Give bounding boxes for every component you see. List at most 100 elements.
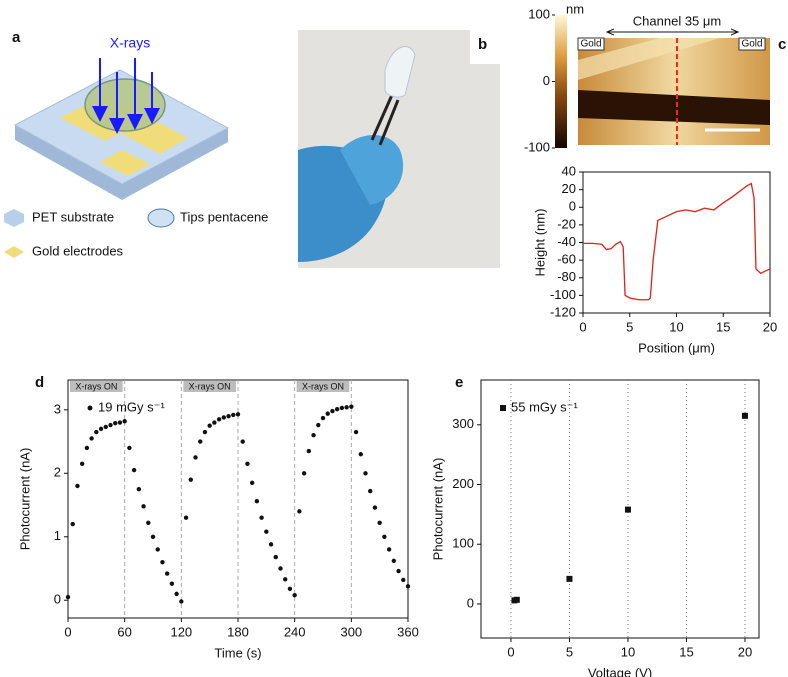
data-point [245, 461, 250, 466]
data-point [79, 461, 85, 466]
colorbar-tick-label: 100 [528, 6, 550, 21]
y-tick-label: -120 [550, 304, 576, 319]
panel-letter: e [455, 374, 463, 391]
legend-marker [87, 405, 93, 411]
data-point [377, 520, 382, 525]
data-point [235, 412, 241, 417]
data-point [401, 577, 406, 583]
data-point [155, 547, 160, 552]
channel-label: Channel 35 μm [633, 13, 721, 28]
legend-icon [4, 209, 24, 227]
y-tick-label: 20 [562, 181, 576, 196]
data-point [273, 554, 278, 560]
y-tick-label: -20 [557, 216, 576, 231]
data-point [330, 408, 335, 414]
data-point [311, 433, 316, 438]
data-point [287, 586, 293, 592]
legend-label: 19 mGy s⁻¹ [98, 399, 165, 414]
plot-frame [480, 379, 760, 639]
data-point [216, 417, 222, 422]
span-label: X-rays ON [302, 381, 344, 391]
y-tick-label: -40 [557, 234, 576, 249]
x-axis-label: Voltage (V) [588, 665, 652, 677]
y-tick-label: 0 [467, 595, 474, 610]
data-point [164, 571, 170, 576]
data-point [344, 405, 349, 410]
y-tick-label: 1 [54, 528, 61, 543]
legend-label: Tips pentacene [180, 209, 268, 224]
data-point [183, 515, 189, 520]
data-point [372, 505, 378, 510]
data-point [65, 594, 71, 600]
data-point [292, 592, 297, 598]
x-tick-label: 60 [117, 624, 131, 639]
photo [298, 30, 500, 268]
data-point [169, 581, 175, 586]
data-point [202, 429, 208, 435]
span-label: X-rays ON [75, 381, 117, 391]
beam-label: X-rays [110, 35, 150, 51]
data-point [70, 521, 75, 527]
x-axis-label: Position (μm) [638, 340, 715, 355]
data-point [264, 529, 269, 534]
data-line [583, 182, 771, 301]
x-tick-label: 180 [227, 624, 249, 639]
data-point [382, 534, 387, 539]
y-tick-label: 40 [562, 163, 576, 178]
x-tick-label: 15 [679, 644, 693, 659]
x-axis-label: Time (s) [214, 645, 261, 660]
data-point [84, 445, 90, 451]
x-tick-label: 120 [170, 624, 192, 639]
span-box [183, 381, 236, 392]
data-point [624, 506, 631, 513]
data-point [103, 424, 108, 430]
data-point [268, 542, 274, 547]
plot-frame [582, 171, 771, 314]
panel-letter: d [35, 374, 44, 391]
x-tick-label: 20 [738, 644, 752, 659]
data-point [363, 471, 368, 476]
y-tick-label: -80 [557, 269, 576, 284]
y-tick-label: -100 [550, 287, 576, 302]
span-label: X-rays ON [189, 381, 231, 391]
x-tick-label: 360 [397, 624, 419, 639]
device-diagram [13, 58, 230, 200]
data-point [179, 599, 184, 604]
y-axis-label: Photocurrent (nA) [17, 448, 32, 551]
data-point [89, 436, 94, 441]
x-tick-label: 0 [507, 644, 514, 659]
colorbar-unit: nm [566, 1, 584, 16]
data-point [316, 422, 321, 428]
data-point [301, 471, 307, 476]
data-point [349, 404, 354, 409]
colorbar [555, 15, 567, 148]
data-point [113, 420, 118, 426]
y-tick-label: 100 [452, 536, 474, 551]
x-tick-label: 10 [669, 319, 683, 334]
data-point [193, 455, 198, 460]
colorbar-tick-label: 0 [543, 73, 550, 88]
data-point [75, 483, 80, 489]
gold-label: Gold [741, 39, 762, 50]
data-point [386, 547, 392, 552]
data-point [320, 415, 326, 421]
y-tick-label: 200 [452, 476, 474, 491]
y-axis-label: Height (nm) [532, 209, 547, 277]
legend-icon [4, 246, 24, 258]
data-point [334, 406, 340, 412]
y-tick-label: 300 [452, 416, 474, 431]
data-point [566, 575, 573, 582]
data-point [297, 509, 302, 514]
y-axis-label: Photocurrent (nA) [430, 458, 445, 561]
data-point [278, 566, 283, 571]
y-tick-label: 0 [54, 592, 61, 607]
data-point [160, 559, 165, 565]
data-point [198, 439, 203, 444]
data-point [741, 412, 748, 419]
y-tick-label: 2 [54, 465, 61, 480]
data-point [226, 413, 231, 419]
data-point [358, 452, 363, 457]
legend-label: Gold electrodes [32, 243, 124, 258]
data-point [98, 426, 104, 432]
